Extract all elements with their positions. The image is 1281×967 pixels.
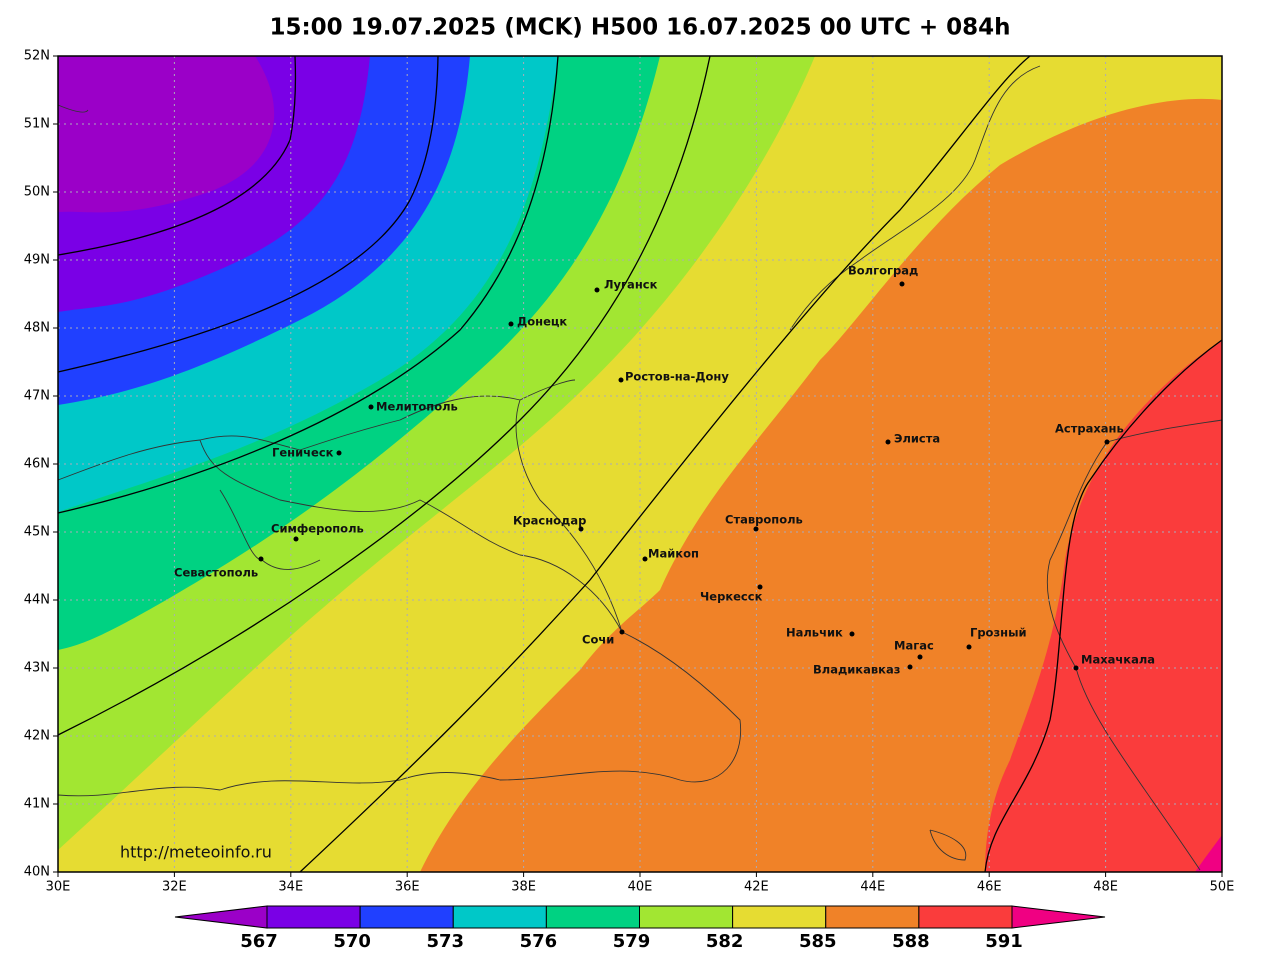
city-label: Магас — [894, 639, 934, 653]
city-dot — [899, 281, 905, 287]
city-label: Волгоград — [848, 264, 918, 278]
contour-lines — [57, 55, 1223, 873]
city-dot — [917, 654, 923, 660]
y-tick-label: 43N — [24, 661, 50, 676]
city-label: Мелитополь — [376, 400, 458, 414]
map-frame — [57, 55, 1223, 873]
colorbar-label: 567 — [240, 931, 278, 952]
city-dot — [578, 526, 584, 532]
city-label: Донецк — [517, 315, 567, 329]
city-dot — [966, 644, 972, 650]
x-tick-label: 44E — [860, 880, 885, 895]
colorbar-segment — [266, 905, 361, 929]
height-band — [1195, 835, 1222, 872]
colorbar-segment — [825, 905, 920, 929]
city-dot — [757, 584, 763, 590]
source-url: http://meteoinfo.ru — [120, 843, 272, 862]
city-label: Геническ — [272, 446, 334, 460]
x-tick-label: 32E — [162, 880, 187, 895]
y-tick-label: 42N — [24, 729, 50, 744]
city-dot — [1104, 439, 1110, 445]
x-tick-label: 30E — [46, 880, 71, 895]
city-label: Ставрополь — [725, 513, 803, 527]
colorbar-label: 576 — [520, 931, 558, 952]
title: 15:00 19.07.2025 (MCK) H500 16.07.2025 0… — [269, 15, 1010, 41]
colorbar-segment — [545, 905, 640, 929]
y-tick-label: 41N — [24, 797, 50, 812]
city-dot — [594, 287, 600, 293]
city-label: Ростов-на-Дону — [625, 370, 729, 384]
city-label: Севастополь — [174, 566, 258, 580]
city-label: Махачкала — [1081, 653, 1155, 667]
city-label: Владикавказ — [813, 663, 900, 677]
y-tick-label: 49N — [24, 253, 50, 268]
colorbar-label: 570 — [333, 931, 371, 952]
x-tick-label: 36E — [395, 880, 420, 895]
y-tick-label: 50N — [24, 185, 50, 200]
colorbar-segment — [918, 905, 1013, 929]
x-tick-label: 48E — [1093, 880, 1118, 895]
city-dot — [258, 556, 264, 562]
colorbar-label: 591 — [985, 931, 1023, 952]
city-dot — [619, 629, 625, 635]
y-tick-label: 44N — [24, 593, 50, 608]
city-label: Элиста — [894, 432, 940, 446]
city-label: Симферополь — [271, 522, 364, 536]
city-label: Краснодар — [513, 514, 586, 528]
colorbar-segment — [639, 905, 734, 929]
city-label: Луганск — [604, 278, 658, 292]
city-label: Черкесск — [700, 590, 763, 604]
y-tick-label: 40N — [24, 865, 50, 880]
x-tick-label: 38E — [511, 880, 536, 895]
colorbar-label: 582 — [706, 931, 744, 952]
coastlines — [57, 65, 1223, 871]
city-dot — [1073, 665, 1079, 671]
city-label: Нальчик — [786, 626, 843, 640]
y-tick-label: 46N — [24, 457, 50, 472]
city-dot — [618, 377, 624, 383]
height-band — [420, 98, 1222, 872]
city-dot — [368, 404, 374, 410]
city-dot — [293, 536, 299, 542]
y-tick-label: 45N — [24, 525, 50, 540]
city-dot — [642, 556, 648, 562]
colorbar-label: 588 — [892, 931, 930, 952]
colorbar-label: 585 — [799, 931, 837, 952]
y-tick-label: 52N — [24, 49, 50, 64]
city-dot — [753, 526, 759, 532]
city-label: Сочи — [582, 633, 614, 647]
city-dot — [849, 631, 855, 637]
y-tick-label: 51N — [24, 117, 50, 132]
city-dot — [508, 321, 514, 327]
colorbar: 567 570 573 576 579 582 585 588 591 — [174, 905, 1106, 952]
city-dot — [336, 450, 342, 456]
height-fields — [58, 56, 1222, 872]
colorbar-segment — [732, 905, 827, 929]
x-tick-label: 50E — [1210, 880, 1235, 895]
city-label: Грозный — [970, 626, 1027, 640]
x-tick-label: 40E — [628, 880, 653, 895]
colorbar-extend — [1011, 905, 1106, 929]
x-tick-label: 46E — [977, 880, 1002, 895]
city-label: Астрахань — [1055, 422, 1124, 436]
x-tick-label: 34E — [278, 880, 303, 895]
city-dot — [885, 439, 891, 445]
colorbar-segment — [359, 905, 454, 929]
city-label: Майкоп — [648, 547, 699, 561]
city-dot — [907, 664, 913, 670]
cities: Луганск Донецк Ростов-на-Дону Мелитополь Ген… — [174, 264, 1155, 677]
y-tick-label: 47N — [24, 389, 50, 404]
colorbar-label: 573 — [426, 931, 464, 952]
y-tick-label: 48N — [24, 321, 50, 336]
colorbar-label: 579 — [613, 931, 651, 952]
x-tick-label: 42E — [744, 880, 769, 895]
colorbar-segment — [452, 905, 547, 929]
